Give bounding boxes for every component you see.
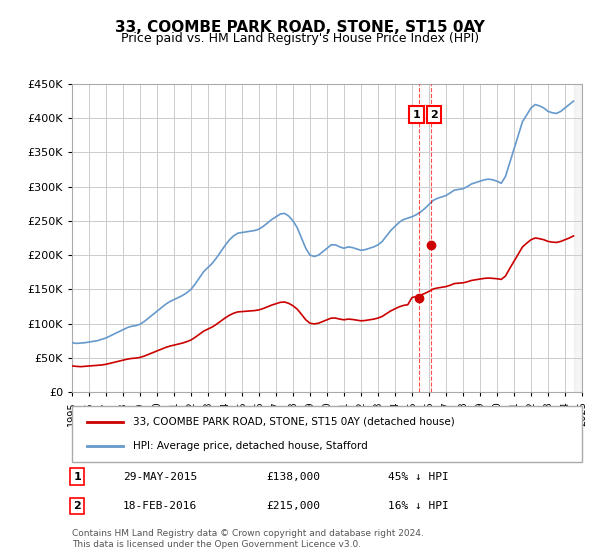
Text: Contains HM Land Registry data © Crown copyright and database right 2024.
This d: Contains HM Land Registry data © Crown c… [72, 529, 424, 549]
Text: HPI: Average price, detached house, Stafford: HPI: Average price, detached house, Staf… [133, 441, 368, 451]
Text: 16% ↓ HPI: 16% ↓ HPI [388, 501, 449, 511]
Bar [574, 84, 582, 392]
Text: £215,000: £215,000 [266, 501, 320, 511]
Text: 2: 2 [430, 110, 437, 120]
Text: 18-FEB-2016: 18-FEB-2016 [123, 501, 197, 511]
Text: 1: 1 [73, 472, 81, 482]
Text: 45% ↓ HPI: 45% ↓ HPI [388, 472, 449, 482]
Text: £138,000: £138,000 [266, 472, 320, 482]
Text: 29-MAY-2015: 29-MAY-2015 [123, 472, 197, 482]
FancyBboxPatch shape [72, 406, 582, 462]
Text: 2: 2 [73, 501, 81, 511]
Text: 33, COOMBE PARK ROAD, STONE, ST15 0AY (detached house): 33, COOMBE PARK ROAD, STONE, ST15 0AY (d… [133, 417, 455, 427]
Text: 1: 1 [413, 110, 420, 120]
Text: Price paid vs. HM Land Registry's House Price Index (HPI): Price paid vs. HM Land Registry's House … [121, 32, 479, 45]
Text: 33, COOMBE PARK ROAD, STONE, ST15 0AY: 33, COOMBE PARK ROAD, STONE, ST15 0AY [115, 20, 485, 35]
